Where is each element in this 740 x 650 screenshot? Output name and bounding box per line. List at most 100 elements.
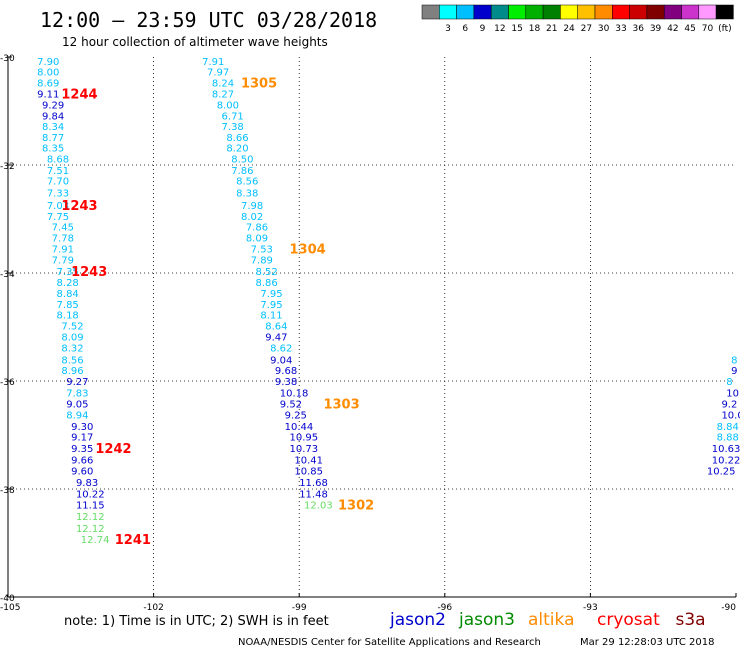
x-tick-label: -102 (143, 603, 163, 613)
wave-height-value: 8.09 (61, 333, 83, 344)
legend-label: 45 (684, 24, 695, 34)
wave-height-labels: 7.908.008.699.119.299.848.348.778.358.68… (37, 57, 740, 546)
wave-height-value: 7.38 (222, 122, 244, 133)
wave-height-value: 12.12 (76, 524, 105, 535)
y-tick-label: -40 (0, 594, 15, 604)
wave-height-value: 10.22 (76, 489, 105, 500)
wave-height-value: 9.60 (71, 467, 93, 478)
wave-height-value: 7.91 (52, 245, 74, 256)
legend-swatch (421, 4, 440, 20)
pass-time-label: 1303 (323, 398, 359, 413)
wave-height-value: 8.18 (57, 311, 79, 322)
wave-height-value: 9.11 (37, 90, 59, 101)
pass-time-label: 1304 (289, 243, 325, 258)
wave-height-value: 8.84 (717, 422, 739, 433)
wave-height-value: 8.34 (42, 122, 64, 133)
wave-height-value: 7.35 (57, 267, 79, 278)
wave-height-value: 10.22 (712, 455, 740, 466)
wave-height-value: 8 (731, 355, 737, 366)
legend-label: 12 (494, 24, 505, 34)
wave-height-value: 7.86 (231, 166, 253, 177)
wave-height-value: 8.88 (717, 433, 739, 444)
legend-swatch (525, 4, 544, 20)
wave-height-value: 8.86 (256, 278, 278, 289)
timestamp-text: Mar 29 12:28:03 UTC 2018 (580, 637, 715, 648)
wave-height-value: 9.05 (66, 400, 88, 411)
wave-height-value: 8.68 (47, 155, 69, 166)
legend-swatch (629, 4, 648, 20)
legend-unit: (ft) (718, 24, 732, 34)
wave-height-value: 8.56 (61, 355, 83, 366)
wave-height-value: 10. (726, 388, 740, 399)
wave-height-value: 8.64 (265, 321, 287, 332)
satellite-jason3: jason3 (458, 610, 515, 630)
wave-height-value: 8.00 (217, 101, 239, 112)
legend-label: 21 (546, 24, 557, 34)
pass-time-label: 1302 (338, 499, 374, 514)
wave-height-value: 9.66 (71, 455, 93, 466)
wave-height-value: 10.85 (294, 467, 323, 478)
wave-height-value: 7.45 (52, 223, 74, 234)
satellite-cryosat: cryosat (597, 610, 660, 630)
wave-height-value: 8 (726, 377, 732, 388)
legend-label: 18 (529, 24, 541, 34)
wave-height-value: 8.28 (57, 278, 79, 289)
wave-height-value: 9.84 (42, 111, 64, 122)
x-tick-label: -96 (437, 603, 452, 613)
wave-height-value: 9.25 (285, 410, 307, 421)
wave-height-value: 8.52 (256, 267, 278, 278)
wave-height-value: 12.03 (304, 501, 333, 512)
wave-height-value: 12.74 (81, 535, 110, 546)
wave-height-value: 9.30 (71, 422, 93, 433)
wave-height-value: 7.97 (207, 68, 229, 79)
wave-height-value: 7.53 (251, 245, 273, 256)
pass-time-label: 1241 (115, 533, 151, 548)
wave-height-value: 8.94 (66, 410, 88, 421)
wave-height-value: 10.44 (285, 422, 314, 433)
credit-text: NOAA/NESDIS Center for Satellite Applica… (238, 637, 541, 648)
wave-height-value: 9 (731, 366, 737, 377)
wave-height-value: 12.12 (76, 512, 105, 523)
legend-swatch (542, 4, 561, 20)
wave-height-value: 9.17 (71, 433, 93, 444)
legend-swatch (698, 4, 717, 20)
wave-height-value: 10.18 (280, 388, 309, 399)
legend-swatch (490, 4, 509, 20)
x-tick-label: -99 (292, 603, 307, 613)
wave-height-value: 10.73 (289, 444, 318, 455)
x-tick-label: -105 (0, 603, 20, 613)
legend-swatch (456, 4, 475, 20)
grid-lines (8, 57, 736, 597)
wave-height-value: 8.00 (37, 68, 59, 79)
legend-swatch (612, 4, 630, 20)
wave-height-value: 8.56 (236, 177, 258, 188)
wave-height-value: 8.35 (42, 144, 64, 155)
y-tick-label: -32 (0, 162, 15, 172)
wave-height-value: 10.63 (712, 444, 740, 455)
x-tick-label: -93 (583, 603, 598, 613)
legend-swatch (663, 4, 682, 20)
wave-height-value: 7.03 (47, 201, 69, 212)
satellite-altika: altika (528, 610, 575, 630)
legend-swatch (439, 4, 457, 20)
wave-height-value: 8.50 (231, 155, 253, 166)
wave-height-value: 8.02 (241, 212, 263, 223)
wave-height-value: 6.71 (222, 111, 244, 122)
wave-height-value: 7.98 (241, 201, 263, 212)
wave-height-value: 7.90 (37, 57, 59, 68)
satellite-jason2: jason2 (389, 610, 446, 630)
chart-title: 12:00 – 23:59 UTC 03/28/2018 (40, 8, 377, 32)
wave-height-value: 9.52 (280, 400, 302, 411)
wave-height-value: 9.35 (71, 444, 93, 455)
legend-label: 33 (615, 24, 626, 34)
note-text: note: 1) Time is in UTC; 2) SWH is in fe… (64, 614, 329, 629)
wave-height-value: 10.41 (294, 455, 323, 466)
wave-height-value: 8.11 (260, 311, 282, 322)
wave-height-value: 9.68 (275, 366, 297, 377)
legend-label: 39 (650, 24, 662, 34)
pass-time-label: 1305 (241, 76, 277, 91)
pass-time-label: 1244 (61, 88, 97, 103)
y-tick-label: -30 (0, 54, 15, 64)
wave-height-value: 8.77 (42, 133, 64, 144)
legend-swatch (577, 4, 596, 20)
